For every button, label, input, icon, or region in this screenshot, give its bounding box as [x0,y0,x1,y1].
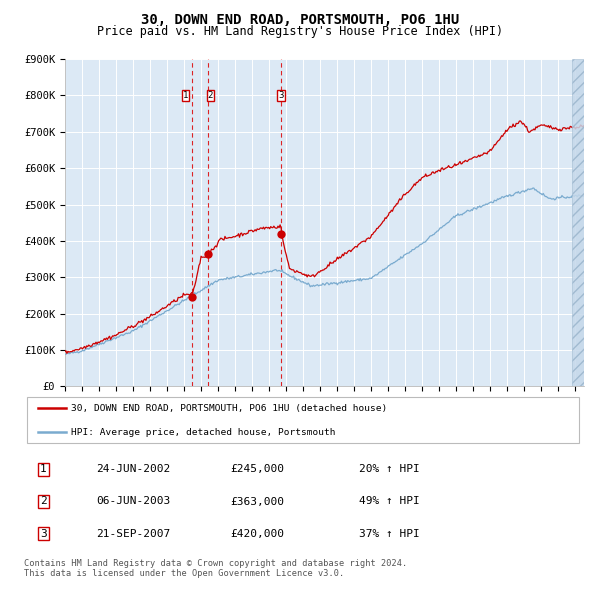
Text: 30, DOWN END ROAD, PORTSMOUTH, PO6 1HU (detached house): 30, DOWN END ROAD, PORTSMOUTH, PO6 1HU (… [71,404,388,413]
Text: Contains HM Land Registry data © Crown copyright and database right 2024.: Contains HM Land Registry data © Crown c… [24,559,407,568]
Text: 2: 2 [208,91,213,100]
Text: 21-SEP-2007: 21-SEP-2007 [97,529,171,539]
Text: 1: 1 [183,91,188,100]
Text: 06-JUN-2003: 06-JUN-2003 [97,497,171,506]
FancyBboxPatch shape [27,397,579,444]
Text: 37% ↑ HPI: 37% ↑ HPI [359,529,419,539]
Text: £245,000: £245,000 [230,464,284,474]
Text: 49% ↑ HPI: 49% ↑ HPI [359,497,419,506]
Text: HPI: Average price, detached house, Portsmouth: HPI: Average price, detached house, Port… [71,428,336,437]
Text: 2: 2 [40,497,47,506]
Text: £363,000: £363,000 [230,497,284,506]
Polygon shape [572,59,584,386]
Text: 3: 3 [40,529,47,539]
Text: 3: 3 [278,91,284,100]
Text: 20% ↑ HPI: 20% ↑ HPI [359,464,419,474]
Text: 30, DOWN END ROAD, PORTSMOUTH, PO6 1HU: 30, DOWN END ROAD, PORTSMOUTH, PO6 1HU [141,13,459,27]
Text: 1: 1 [40,464,47,474]
Text: Price paid vs. HM Land Registry's House Price Index (HPI): Price paid vs. HM Land Registry's House … [97,25,503,38]
Text: £420,000: £420,000 [230,529,284,539]
Text: This data is licensed under the Open Government Licence v3.0.: This data is licensed under the Open Gov… [24,569,344,578]
Text: 24-JUN-2002: 24-JUN-2002 [97,464,171,474]
